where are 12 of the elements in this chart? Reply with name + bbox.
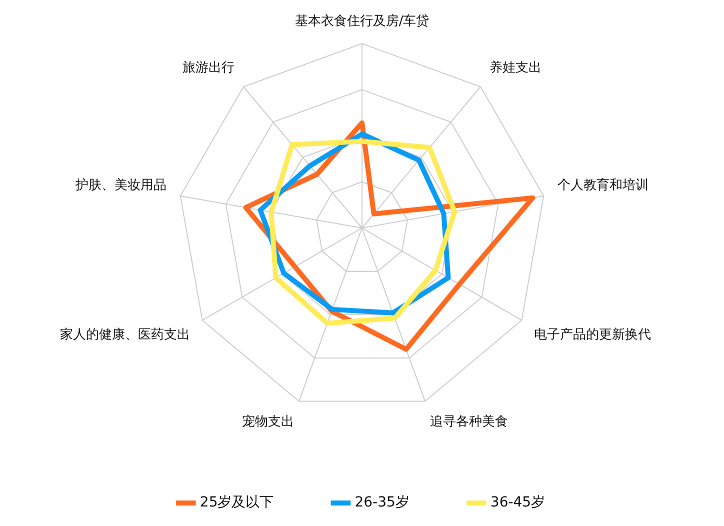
legend-label: 26-35岁 bbox=[354, 494, 410, 511]
spoke-label: 旅游出行 bbox=[182, 60, 234, 76]
spoke-label: 养娃支出 bbox=[490, 60, 542, 76]
legend-label: 25岁及以下 bbox=[200, 494, 274, 511]
spoke-label: 家人的健康、医药支出 bbox=[60, 326, 190, 342]
spoke-label: 护肤、美妆用品 bbox=[74, 177, 167, 194]
legend-label: 36-45岁 bbox=[490, 494, 546, 511]
spoke-label: 宠物支出 bbox=[242, 414, 294, 430]
spoke-label: 追寻各种美食 bbox=[430, 414, 508, 430]
spoke-label: 个人教育和培训 bbox=[557, 177, 648, 194]
spoke-label: 基本衣食住行及房/车贷 bbox=[294, 13, 430, 30]
spoke-label: 电子产品的更新换代 bbox=[534, 327, 651, 342]
